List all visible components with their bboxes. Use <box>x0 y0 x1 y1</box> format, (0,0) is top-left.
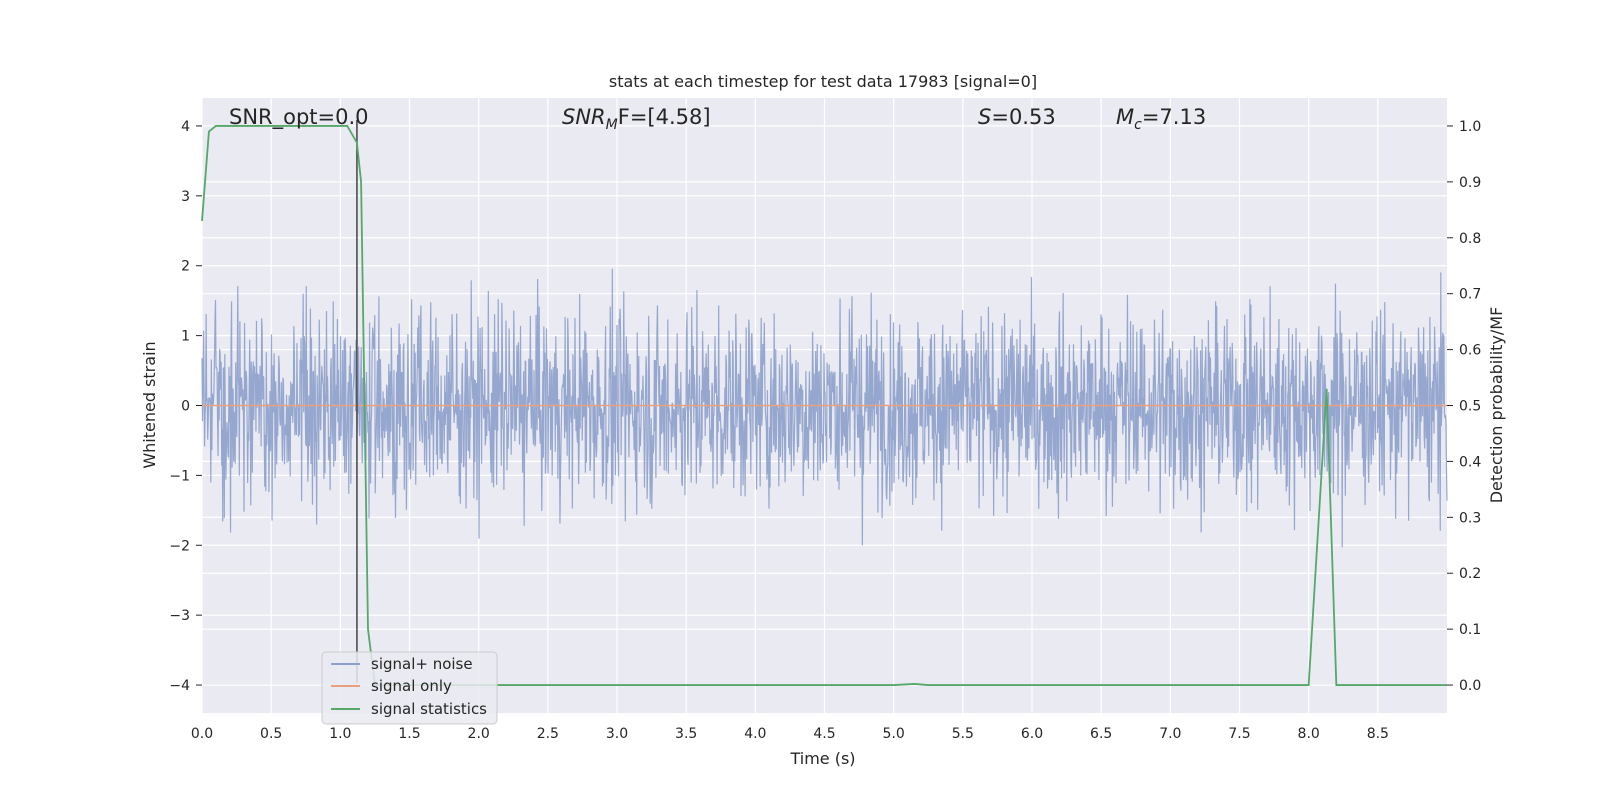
y-left-tick-label: 1 <box>181 329 190 345</box>
x-tick-label: 4.5 <box>813 726 835 742</box>
annotation-snr-opt: SNR_opt=0.0 <box>229 105 369 130</box>
y-axis-label-left: Whitened strain <box>140 341 159 468</box>
y-left-tick-label: −1 <box>169 468 190 484</box>
legend-label-statistics: signal statistics <box>371 700 487 718</box>
x-tick-label: 7.5 <box>1228 726 1250 742</box>
y-right-tick-label: 0.2 <box>1459 566 1481 582</box>
x-tick-label: 8.5 <box>1367 726 1389 742</box>
legend: signal+ noise signal only signal statist… <box>321 651 498 725</box>
x-tick-label: 1.0 <box>329 726 351 742</box>
x-tick-label: 5.5 <box>952 726 974 742</box>
s-value: =0.53 <box>991 105 1055 129</box>
snr-mf-prefix: SNR <box>562 105 606 129</box>
y-left-tick-label: 0 <box>181 399 190 415</box>
y-left-tick-label: −4 <box>169 678 190 694</box>
annotation-snr-mf: SNRMF=[4.58] <box>562 105 711 133</box>
x-tick-labels: 0.0 0.5 1.0 1.5 2.0 2.5 3.0 3.5 4.0 4.5 5.0 5.5 6.0 6… <box>191 726 1389 742</box>
y-right-tick-label: 0.5 <box>1459 399 1481 415</box>
s-var: S <box>978 105 991 129</box>
y-right-tick-label: 0.9 <box>1459 175 1481 191</box>
x-tick-label: 0.5 <box>260 726 282 742</box>
snr-mf-suffix: F=[4.58] <box>618 105 711 129</box>
chart-title: stats at each timestep for test data 179… <box>609 72 1037 91</box>
mc-var: M <box>1116 105 1134 129</box>
y-left-tick-label: −2 <box>169 538 190 554</box>
y-left-tick-label: −3 <box>169 608 190 624</box>
annotation-mc: Mc=7.13 <box>1116 105 1206 133</box>
legend-box <box>321 651 498 725</box>
x-tick-label: 8.0 <box>1298 726 1320 742</box>
y-right-tick-label: 0.3 <box>1459 510 1481 526</box>
y-left-tick-label: 4 <box>181 119 190 135</box>
x-tick-label: 5.0 <box>883 726 905 742</box>
x-axis-label: Time (s) <box>789 749 855 768</box>
y-right-tick-label: 0.7 <box>1459 287 1481 303</box>
x-tick-label: 3.0 <box>606 726 628 742</box>
y-right-tick-labels: 1.0 0.9 0.8 0.7 0.6 0.5 0.4 0.3 0.2 0.1 0.0 <box>1447 119 1481 694</box>
mc-value: =7.13 <box>1142 105 1206 129</box>
x-tick-label: 1.5 <box>398 726 420 742</box>
y-axis-label-right: Detection probability/MF <box>1487 307 1506 504</box>
mc-sub: c <box>1134 117 1142 133</box>
annotation-s: S=0.53 <box>978 105 1056 129</box>
noise-series <box>201 268 1448 548</box>
y-left-tick-label: 3 <box>181 189 190 205</box>
x-tick-label: 4.0 <box>744 726 766 742</box>
y-right-tick-label: 0.4 <box>1459 454 1481 470</box>
legend-label-signal-only: signal only <box>371 677 452 695</box>
y-right-tick-label: 0.1 <box>1459 622 1481 638</box>
y-right-tick-label: 0.6 <box>1459 343 1481 359</box>
noise-line <box>201 268 1448 548</box>
y-right-tick-label: 0.8 <box>1459 231 1481 247</box>
x-tick-label: 6.0 <box>1021 726 1043 742</box>
y-left-tick-label: 2 <box>181 259 190 275</box>
x-tick-label: 7.0 <box>1159 726 1181 742</box>
x-tick-label: 2.0 <box>468 726 490 742</box>
y-right-tick-label: 1.0 <box>1459 119 1481 135</box>
x-tick-label: 6.5 <box>1090 726 1112 742</box>
snr-mf-sub: M <box>606 117 618 133</box>
x-tick-label: 0.0 <box>191 726 213 742</box>
y-left-tick-labels: 4 3 2 1 0 −1 −2 −3 −4 <box>169 119 202 694</box>
y-right-tick-label: 0.0 <box>1459 678 1481 694</box>
legend-label-noise: signal+ noise <box>371 655 473 673</box>
x-tick-label: 3.5 <box>675 726 697 742</box>
x-tick-label: 2.5 <box>537 726 559 742</box>
